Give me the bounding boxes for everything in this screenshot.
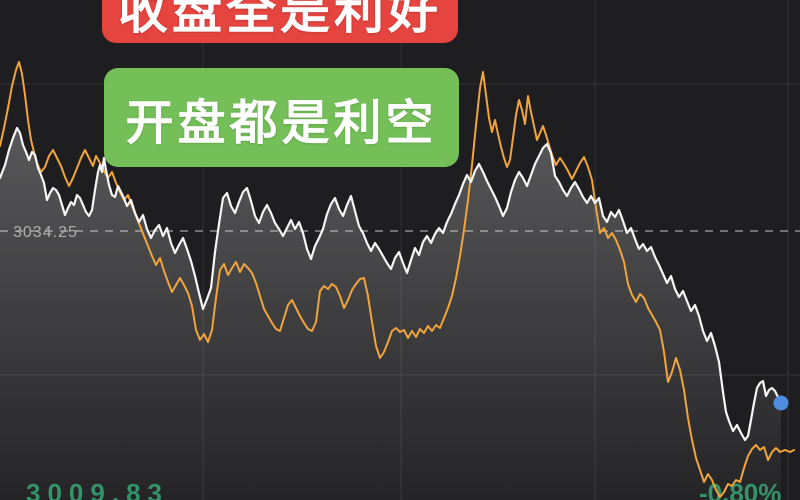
area-fill bbox=[0, 128, 781, 500]
banner-close-bullish-text: 收盘全是利好 bbox=[118, 0, 442, 39]
banner-open-bearish: 开盘都是利空 bbox=[104, 68, 459, 167]
banner-close-bullish: 收盘全是利好 bbox=[102, 0, 458, 43]
banner-open-bearish-text: 开盘都是利空 bbox=[125, 96, 438, 150]
last-price-dot bbox=[773, 395, 789, 411]
leading-line-line bbox=[0, 61, 795, 498]
price-series bbox=[0, 61, 795, 500]
index-price-line bbox=[0, 126, 783, 442]
